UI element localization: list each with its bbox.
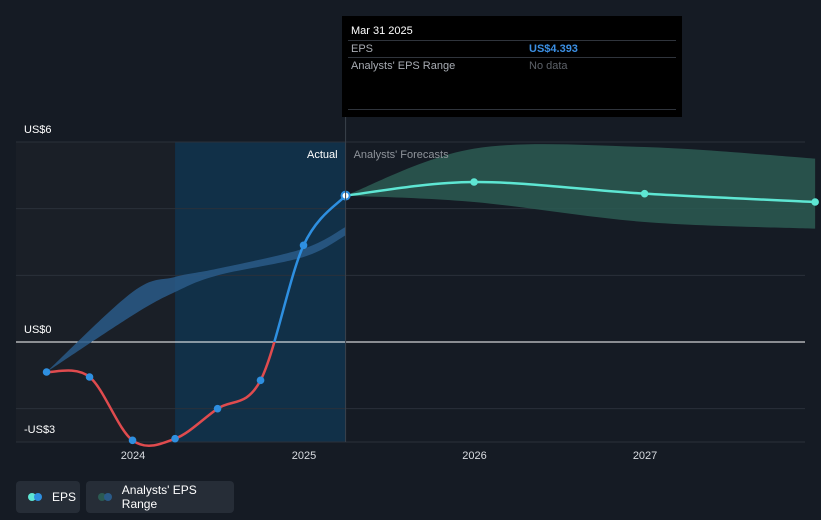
actual-label: Actual — [307, 149, 338, 161]
tooltip-date: Mar 31 2025 — [351, 25, 413, 37]
x-tick-label: 2026 — [462, 450, 486, 462]
forecast-label: Analysts' Forecasts — [354, 149, 450, 161]
eps-actual-line-negative — [46, 342, 276, 447]
eps-forecast-point — [470, 178, 478, 186]
eps-forecast-point — [811, 198, 819, 206]
y-tick-label: -US$3 — [24, 424, 55, 436]
tooltip-eps-value: US$4.393 — [529, 43, 578, 55]
legend-range-label: Analysts' EPS Range — [121, 483, 197, 511]
eps-actual-point — [299, 241, 308, 250]
tooltip-divider — [348, 57, 676, 58]
legend-range-button[interactable]: Analysts' EPS Range — [86, 481, 234, 513]
legend-eps-button[interactable]: EPS — [16, 481, 80, 513]
tooltip-range-value: No data — [529, 60, 568, 72]
x-tick-label: 2027 — [633, 450, 657, 462]
x-tick-label: 2025 — [292, 450, 316, 462]
eps-actual-point — [42, 368, 51, 376]
eps-forecast-point — [640, 189, 649, 198]
eps-legend-icon — [28, 492, 44, 502]
range-legend-icon — [98, 492, 114, 502]
eps-actual-point — [256, 376, 265, 385]
tooltip-eps-label: EPS — [351, 43, 374, 55]
x-tick-label: 2024 — [121, 450, 145, 462]
y-tick-label: US$6 — [24, 124, 52, 136]
past-year-highlight — [175, 142, 346, 442]
eps-actual-point — [85, 373, 94, 381]
eps-forecast-line — [345, 180, 816, 204]
y-tick-label: US$0 — [24, 324, 52, 336]
eps-actual-point — [171, 434, 179, 443]
tooltip-divider — [348, 40, 676, 41]
tooltip: Mar 31 2025 EPS US$4.393 Analysts' EPS R… — [342, 16, 682, 117]
analyst-range-forecast — [345, 144, 816, 229]
legend-eps-label: EPS — [52, 490, 77, 504]
eps-actual-point — [213, 404, 222, 413]
tooltip-range-label: Analysts' EPS Range — [351, 60, 456, 72]
tooltip-divider — [348, 109, 676, 110]
analyst-range-actual — [46, 227, 346, 372]
eps-actual-point — [128, 436, 137, 445]
eps-actual-line-positive — [273, 194, 347, 342]
